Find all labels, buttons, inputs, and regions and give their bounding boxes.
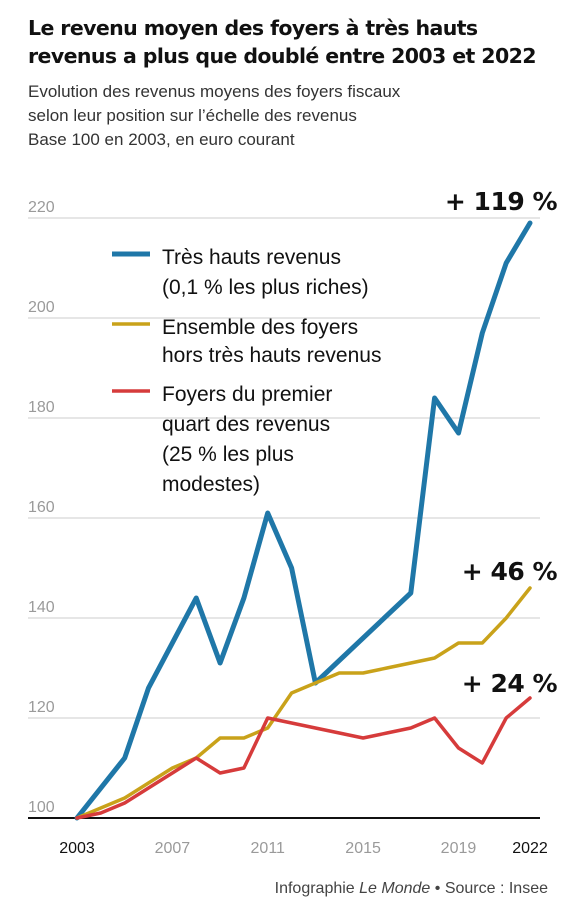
series-line-low: [75, 696, 532, 820]
footer-separator: •: [430, 880, 445, 897]
chart-footer: Infographie Le Monde • Source : Insee: [0, 880, 548, 898]
legend-label-overall-line-2: hors très hauts revenus: [162, 344, 381, 367]
y-tick-label-200: 200: [28, 299, 55, 316]
legend-label-very_high-line-2: (0,1 % les plus riches): [162, 276, 369, 299]
end-label-very_high: + 119 %: [445, 187, 558, 216]
x-tick-label-2007: 2007: [155, 840, 191, 857]
footer-publication: Le Monde: [359, 880, 431, 897]
y-tick-label-160: 160: [28, 499, 55, 516]
y-tick-label-220: 220: [28, 199, 55, 216]
subtitle-line-1: Evolution des revenus moyens des foyers …: [28, 82, 401, 101]
y-tick-label-140: 140: [28, 599, 55, 616]
x-tick-label-2022: 2022: [512, 840, 548, 857]
footer-prefix: Infographie: [274, 880, 360, 897]
x-tick-label-2011: 2011: [251, 840, 286, 857]
line-chart: 100 120 140 160 180 200 220 2003 2007 2011 2015 201…: [28, 187, 558, 857]
series-line-overall: [75, 586, 532, 820]
end-label-low: + 24 %: [462, 669, 558, 698]
y-tick-label-100: 100: [28, 799, 55, 816]
legend-label-overall-line-1: Ensemble des foyers: [162, 316, 358, 339]
legend-label-very_high-line-1: Très hauts revenus: [162, 246, 341, 269]
x-tick-label-2003: 2003: [59, 840, 95, 857]
chart-subtitle: Evolution des revenus moyens des foyers …: [28, 80, 568, 152]
x-tick-label-2019: 2019: [441, 840, 477, 857]
end-label-overall: + 46 %: [462, 557, 558, 586]
legend-label-low-line-1: Foyers du premier: [162, 383, 332, 406]
chart-title: Le revenu moyen des foyers à très hauts …: [28, 16, 537, 68]
y-tick-label-120: 120: [28, 699, 55, 716]
legend-label-low-line-2: quart des revenus: [162, 413, 330, 436]
footer-source: Source : Insee: [444, 880, 548, 897]
subtitle-line-2: selon leur position sur l’échelle des re…: [28, 106, 357, 125]
legend-label-low-line-4: modestes): [162, 473, 260, 496]
subtitle-line-3: Base 100 en 2003, en euro courant: [28, 130, 295, 149]
series-line-very_high: [74, 220, 533, 821]
x-tick-label-2015: 2015: [345, 840, 381, 857]
legend-label-low-line-3: (25 % les plus: [162, 443, 294, 466]
y-tick-label-180: 180: [28, 399, 55, 416]
